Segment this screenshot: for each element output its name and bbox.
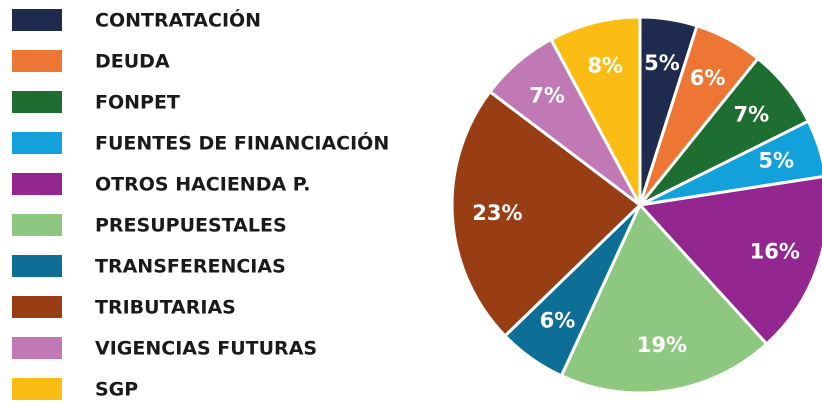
legend-label: DEUDA (95, 51, 170, 73)
legend-label: FONPET (95, 92, 180, 114)
slice-label: 19% (637, 333, 687, 357)
slice-label: 5% (758, 149, 794, 173)
legend-swatch (12, 255, 62, 277)
slice-label: 7% (529, 83, 565, 107)
legend-swatch (12, 296, 62, 318)
legend-label: OTROS HACIENDA P. (95, 174, 310, 196)
legend-swatch (12, 50, 62, 72)
legend-label: VIGENCIAS FUTURAS (95, 338, 317, 360)
legend-swatch (12, 9, 62, 31)
slice-label: 8% (587, 53, 623, 77)
legend-swatch (12, 132, 62, 154)
slice-label: 23% (472, 201, 522, 225)
pie-slice (637, 175, 822, 347)
slice-label: 5% (644, 51, 680, 75)
legend-label: SGP (95, 379, 138, 401)
pie-slice (559, 202, 769, 395)
legend-label: FUENTES DE FINANCIACIÓN (95, 131, 389, 155)
legend-label: CONTRATACIÓN (95, 8, 261, 32)
pie-slice (549, 15, 642, 206)
slice-label: 7% (733, 102, 769, 126)
slice-label: 6% (690, 66, 726, 90)
slice-label: 6% (540, 309, 576, 333)
legend-swatch (12, 173, 62, 195)
pie-slice (450, 89, 643, 338)
legend-label: PRESUPUESTALES (95, 215, 287, 237)
pie-slice (639, 119, 822, 207)
legend-swatch (12, 214, 62, 236)
legend-swatch (12, 378, 62, 400)
legend-swatch (12, 91, 62, 113)
legend-label: TRIBUTARIAS (95, 297, 236, 319)
legend-label: TRANSFERENCIAS (95, 256, 286, 278)
legend-swatch (12, 337, 62, 359)
slice-label: 16% (750, 239, 800, 263)
